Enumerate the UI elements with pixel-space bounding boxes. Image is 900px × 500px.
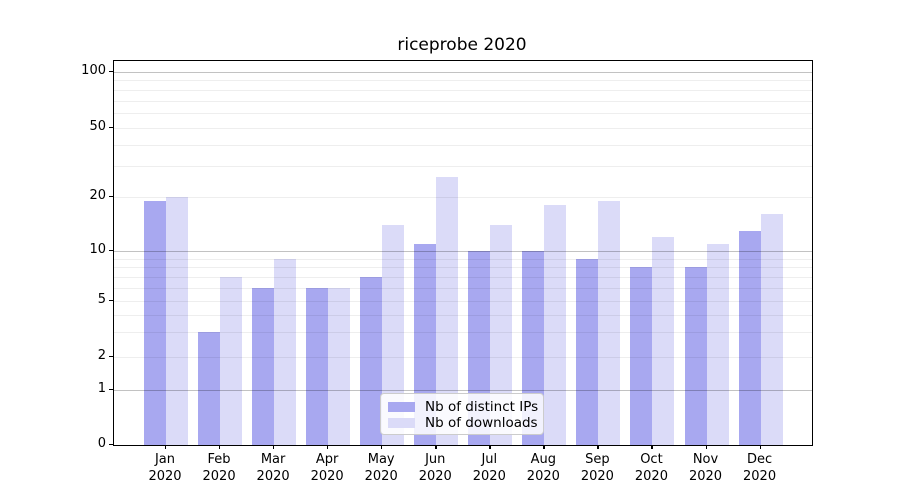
legend-swatch-distinct-ips — [388, 402, 415, 412]
x-tick-label-jan: Jan 2020 — [148, 452, 182, 484]
y-tick-label-20: 20 — [89, 188, 106, 203]
y-tick-label-100: 100 — [81, 62, 106, 78]
y-tick-mark — [109, 196, 113, 198]
bar-downloads-mar — [274, 258, 297, 445]
bar-downloads-jan — [166, 197, 188, 445]
bar-distinct-ips-nov — [684, 267, 707, 445]
x-tick-label-may: May 2020 — [364, 452, 398, 484]
x-tick-mark — [165, 445, 167, 450]
x-tick-label-oct: Oct 2020 — [634, 452, 668, 484]
gridline-90 — [114, 80, 812, 82]
plot-area — [113, 60, 813, 446]
bar-distinct-ips-apr — [306, 287, 329, 445]
gridline-80 — [114, 89, 812, 91]
bar-downloads-sep — [598, 201, 621, 445]
y-tick-mark — [109, 250, 113, 252]
x-tick-mark — [435, 445, 437, 450]
x-tick-label-apr: Apr 2020 — [310, 452, 344, 484]
legend-label-distinct-ips: Nb of distinct IPs — [425, 399, 539, 415]
bar-distinct-ips-sep — [576, 258, 599, 445]
y-tick-mark — [109, 389, 113, 391]
x-tick-label-jun: Jun 2020 — [418, 452, 452, 484]
gridline-30 — [114, 166, 812, 168]
x-tick-label-feb: Feb 2020 — [202, 452, 236, 484]
y-tick-label-1: 1 — [97, 381, 106, 396]
x-tick-mark — [651, 445, 653, 450]
gridline-40 — [114, 144, 812, 146]
y-tick-mark — [109, 70, 113, 72]
bar-downloads-aug — [544, 205, 567, 445]
bar-downloads-jun — [436, 177, 459, 445]
bar-distinct-ips-oct — [630, 267, 653, 445]
gridline-70 — [114, 100, 812, 102]
gridline-100 — [114, 71, 812, 73]
x-tick-mark — [381, 445, 383, 450]
bar-downloads-oct — [652, 236, 675, 445]
x-tick-mark — [759, 445, 761, 450]
x-tick-label-sep: Sep 2020 — [580, 452, 614, 484]
y-tick-label-50: 50 — [89, 119, 106, 134]
x-tick-mark — [489, 445, 491, 450]
legend-swatch-downloads — [388, 418, 415, 428]
legend-row-downloads: Nb of downloads — [388, 415, 538, 431]
x-tick-mark — [597, 445, 599, 450]
bar-downloads-jul — [490, 224, 513, 445]
y-tick-mark — [109, 300, 113, 302]
legend-label-downloads: Nb of downloads — [425, 415, 538, 431]
y-tick-label-0: 0 — [97, 435, 106, 451]
bar-downloads-may — [382, 224, 405, 445]
y-tick-label-5: 5 — [97, 292, 106, 307]
bar-downloads-apr — [328, 287, 351, 445]
bar-downloads-feb — [220, 276, 243, 445]
x-tick-label-mar: Mar 2020 — [256, 452, 290, 484]
bar-downloads-dec — [760, 214, 783, 445]
y-tick-mark — [109, 356, 113, 358]
x-tick-mark — [327, 445, 329, 450]
y-tick-label-2: 2 — [97, 348, 106, 363]
y-tick-mark — [109, 443, 113, 445]
x-tick-mark — [543, 445, 545, 450]
bar-distinct-ips-jan — [144, 201, 166, 445]
bar-distinct-ips-dec — [738, 230, 761, 445]
legend-row-distinct-ips: Nb of distinct IPs — [388, 399, 539, 415]
bar-distinct-ips-may — [360, 276, 383, 445]
bar-distinct-ips-mar — [252, 287, 275, 445]
legend: Nb of distinct IPs Nb of downloads — [380, 393, 544, 435]
chart-title: riceprobe 2020 — [397, 35, 527, 55]
y-tick-mark — [109, 127, 113, 129]
x-tick-mark — [219, 445, 221, 450]
gridline-50 — [114, 128, 812, 129]
x-tick-mark — [705, 445, 707, 450]
x-tick-label-nov: Nov 2020 — [688, 452, 723, 484]
x-tick-label-jul: Jul 2020 — [472, 452, 506, 484]
bar-distinct-ips-feb — [198, 332, 221, 445]
x-tick-label-dec: Dec 2020 — [743, 452, 777, 484]
gridline-60 — [114, 113, 812, 115]
gridline-20 — [114, 197, 812, 198]
x-tick-label-aug: Aug 2020 — [526, 452, 560, 484]
y-tick-label-10: 10 — [89, 242, 106, 257]
x-tick-mark — [273, 445, 275, 450]
bar-downloads-nov — [706, 243, 729, 445]
